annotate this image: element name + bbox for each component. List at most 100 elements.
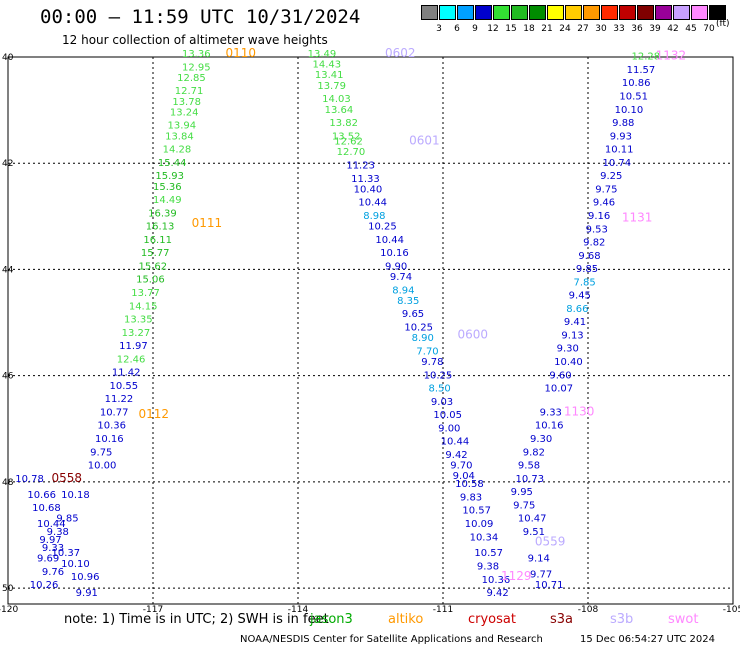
scale-label: 45 <box>685 24 697 34</box>
wave-height-value: 10.16 <box>380 248 409 259</box>
wave-height-value: 13.52 <box>332 131 361 142</box>
wave-height-value: 13.27 <box>122 328 151 339</box>
credit-line: NOAA/NESDIS Center for Satellite Applica… <box>240 634 543 645</box>
lat-tick-label: 48 <box>2 478 14 488</box>
lat-tick-label: 42 <box>2 159 13 169</box>
wave-height-value: 9.85 <box>576 264 598 275</box>
wave-height-value: 9.75 <box>595 184 617 195</box>
wave-height-value: 10.44 <box>37 519 66 530</box>
pass-time-label: 0112 <box>139 407 170 421</box>
wave-height-value: 10.57 <box>474 548 503 559</box>
wave-height-value: 12.71 <box>175 86 204 97</box>
wave-height-value: 16.13 <box>146 222 175 233</box>
wave-height-value: 14.28 <box>163 145 192 156</box>
wave-height-value: 9.82 <box>523 447 545 458</box>
wave-height-value: 10.09 <box>465 519 494 530</box>
scale-label: 36 <box>631 24 643 34</box>
lon-tick-label: -120 <box>0 605 18 615</box>
wave-height-value: 9.97 <box>39 535 61 546</box>
wave-height-value: 9.42 <box>487 588 509 599</box>
wave-height-value: 9.75 <box>90 447 112 458</box>
legend-swot: swot <box>668 612 699 627</box>
wave-height-value: 9.51 <box>523 527 545 538</box>
wave-height-value: 9.65 <box>402 309 424 320</box>
wave-height-value: 9.42 <box>445 450 467 461</box>
wave-height-value: 7.85 <box>574 277 596 288</box>
wave-height-value: 9.16 <box>588 211 610 222</box>
wave-height-value: 10.25 <box>368 222 397 233</box>
lon-tick-label: -117 <box>143 605 163 615</box>
scale-label: 27 <box>577 24 589 34</box>
wave-height-value: 8.35 <box>397 296 419 307</box>
pass-time-label: 0111 <box>192 216 223 230</box>
wave-height-value: 12.70 <box>337 147 366 158</box>
wave-height-value: 9.14 <box>528 554 550 565</box>
scale-swatch <box>529 5 546 20</box>
color-scale-unit: (ft) <box>716 19 730 29</box>
wave-height-value: 9.04 <box>453 471 475 482</box>
lat-tick-label: 46 <box>2 372 14 382</box>
wave-height-value: 10.44 <box>441 437 470 448</box>
wave-height-value: 13.24 <box>170 107 199 118</box>
wave-height-value: 9.69 <box>37 554 59 565</box>
wave-height-value: 16.39 <box>148 208 177 219</box>
scale-swatch <box>709 5 726 20</box>
wave-height-value: 15.62 <box>139 261 168 272</box>
wave-height-value: 10.37 <box>52 548 81 559</box>
wave-height-value: 13.79 <box>317 81 346 92</box>
pass-time-label: 0601 <box>409 134 440 148</box>
map-frame <box>7 56 734 605</box>
wave-height-value: 13.84 <box>165 131 194 142</box>
pass-time-label: 0602 <box>385 46 416 60</box>
lon-tick-label: -105 <box>723 605 740 615</box>
wave-height-value: 9.95 <box>511 487 533 498</box>
wave-height-value: 10.05 <box>433 410 462 421</box>
wave-height-value: 13.94 <box>168 121 197 132</box>
wave-height-value: 10.18 <box>61 490 90 501</box>
scale-swatch <box>493 5 510 20</box>
wave-height-value: 14.43 <box>313 60 342 71</box>
wave-height-value: 10.07 <box>545 384 574 395</box>
wave-height-value: 9.25 <box>600 171 622 182</box>
wave-height-value: 10.77 <box>100 407 129 418</box>
scale-swatch <box>673 5 690 20</box>
wave-height-value: 9.60 <box>549 370 571 381</box>
wave-height-value: 10.34 <box>470 532 499 543</box>
wave-height-value: 12.62 <box>334 137 363 148</box>
wave-height-value: 11.23 <box>346 161 375 172</box>
wave-height-value: 8.90 <box>412 333 434 344</box>
wave-height-value: 8.66 <box>566 304 588 315</box>
pass-time-label: 1130 <box>564 404 595 418</box>
scale-label: 21 <box>541 24 553 34</box>
lat-tick-label: 40 <box>2 53 14 63</box>
wave-height-value: 11.57 <box>627 65 656 76</box>
wave-height-value: 9.83 <box>460 492 482 503</box>
pass-time-label: 1132 <box>656 49 687 63</box>
wave-height-value: 9.78 <box>421 357 443 368</box>
wave-height-value: 8.98 <box>363 211 385 222</box>
footer-note: note: 1) Time is in UTC; 2) SWH is in fe… <box>64 612 329 627</box>
wave-height-value: 10.16 <box>95 434 124 445</box>
wave-height-value: 10.66 <box>27 490 56 501</box>
scale-label: 33 <box>613 24 625 34</box>
scale-swatch <box>421 5 438 20</box>
wave-height-value: 8.50 <box>429 384 451 395</box>
wave-height-value: 10.25 <box>424 370 453 381</box>
wave-height-value: 11.33 <box>351 174 380 185</box>
wave-height-value: 10.57 <box>462 506 491 517</box>
wave-height-value: 10.44 <box>375 235 404 246</box>
wave-height-value: 12.46 <box>117 354 146 365</box>
wave-height-value: 11.42 <box>112 368 141 379</box>
wave-height-value: 9.03 <box>431 397 453 408</box>
wave-height-value: 9.38 <box>47 527 69 538</box>
scale-label: 70 <box>703 24 715 34</box>
wave-height-value: 10.25 <box>404 323 433 334</box>
wave-height-value: 11.22 <box>105 394 134 405</box>
wave-height-value: 10.26 <box>30 580 59 591</box>
scale-label: 6 <box>454 24 460 34</box>
lon-tick-label: -111 <box>433 605 453 615</box>
scale-swatch <box>583 5 600 20</box>
scale-label: 15 <box>505 24 517 34</box>
wave-height-value: 10.71 <box>535 580 564 591</box>
scale-label: 9 <box>472 24 478 34</box>
